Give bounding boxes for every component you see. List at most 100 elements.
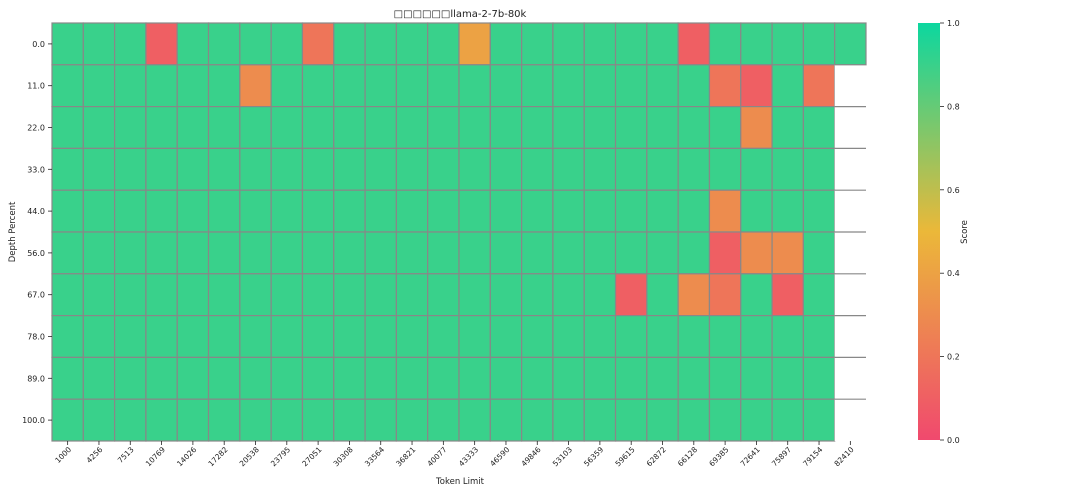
heatmap-cell bbox=[176, 356, 210, 400]
heatmap-cell bbox=[239, 356, 272, 400]
heatmap-cell bbox=[802, 231, 836, 275]
heatmap-cell bbox=[802, 273, 836, 317]
x-tick-label: 75897 bbox=[770, 445, 793, 468]
heatmap-cell bbox=[239, 64, 272, 108]
heatmap-cell bbox=[301, 189, 335, 233]
heatmap-cell bbox=[521, 356, 554, 400]
heatmap-cells bbox=[51, 22, 867, 442]
heatmap-cell bbox=[771, 147, 804, 191]
x-axis-label: Token Limit bbox=[435, 477, 485, 487]
heatmap-cell bbox=[489, 273, 523, 317]
x-tick-label: 33564 bbox=[363, 445, 386, 468]
heatmap-cell bbox=[646, 189, 679, 233]
heatmap-cell bbox=[114, 398, 147, 442]
heatmap-cell bbox=[82, 147, 116, 191]
heatmap-cell bbox=[301, 398, 335, 442]
heatmap-cell bbox=[677, 398, 711, 442]
y-axis-label: Depth Percent bbox=[8, 201, 18, 262]
heatmap-cell bbox=[395, 398, 429, 442]
heatmap-cell bbox=[521, 64, 554, 108]
heatmap-cell bbox=[301, 315, 335, 359]
heatmap-cell bbox=[489, 398, 523, 442]
heatmap-cell bbox=[427, 189, 460, 233]
heatmap-cell bbox=[427, 147, 460, 191]
heatmap-cell bbox=[771, 22, 804, 66]
heatmap-cell bbox=[740, 105, 773, 149]
heatmap-cell bbox=[301, 273, 335, 317]
heatmap-cell bbox=[145, 273, 178, 317]
heatmap-cell bbox=[834, 357, 866, 400]
heatmap-cell bbox=[458, 356, 491, 400]
y-tick-labels: 0.0 11.0 22.0 33.0 44.0 56.0 67.0 78.0 89.0 100.0 bbox=[22, 40, 52, 425]
heatmap-cell bbox=[802, 189, 836, 233]
heatmap-cell bbox=[614, 315, 648, 359]
heatmap-cell bbox=[51, 398, 84, 442]
heatmap-cell bbox=[207, 147, 241, 191]
heatmap-cell bbox=[646, 64, 679, 108]
x-tick-label: 53103 bbox=[551, 445, 574, 468]
heatmap-cell bbox=[427, 273, 460, 317]
heatmap-cell bbox=[207, 398, 241, 442]
heatmap-cell bbox=[552, 105, 585, 149]
heatmap-cell bbox=[646, 147, 679, 191]
heatmap-cell bbox=[301, 356, 335, 400]
heatmap-cell bbox=[771, 231, 804, 275]
heatmap-cell bbox=[646, 273, 679, 317]
heatmap-cell bbox=[708, 356, 742, 400]
heatmap-cell bbox=[51, 64, 84, 108]
heatmap-cell bbox=[395, 147, 429, 191]
heatmap-cell bbox=[521, 147, 554, 191]
heatmap-cell bbox=[114, 231, 147, 275]
heatmap-cell bbox=[802, 398, 836, 442]
heatmap-cell bbox=[239, 147, 272, 191]
heatmap-cell bbox=[364, 189, 397, 233]
heatmap-cell bbox=[333, 231, 366, 275]
heatmap-cell bbox=[145, 22, 178, 66]
heatmap-cell bbox=[834, 148, 866, 191]
x-tick-label: 10769 bbox=[144, 445, 167, 468]
x-tick-label: 66128 bbox=[676, 445, 699, 468]
heatmap-cell bbox=[333, 189, 366, 233]
heatmap-cell bbox=[270, 22, 304, 66]
heatmap-cell bbox=[552, 189, 585, 233]
heatmap-cell bbox=[458, 22, 491, 66]
heatmap-cell bbox=[552, 22, 585, 66]
heatmap-cell bbox=[458, 398, 491, 442]
heatmap-cell bbox=[82, 189, 116, 233]
heatmap-cell bbox=[82, 273, 116, 317]
heatmap-cell bbox=[427, 315, 460, 359]
heatmap-cell bbox=[270, 147, 304, 191]
heatmap-cell bbox=[583, 64, 617, 108]
heatmap-cell bbox=[740, 356, 773, 400]
heatmap-cell bbox=[364, 64, 397, 108]
heatmap-cell bbox=[207, 315, 241, 359]
y-tick-label: 0.0 bbox=[32, 40, 45, 49]
heatmap-cell bbox=[834, 64, 866, 107]
heatmap-cell bbox=[364, 231, 397, 275]
heatmap-cell bbox=[395, 356, 429, 400]
colorbar-label: Score bbox=[960, 220, 970, 244]
heatmap-cell bbox=[521, 231, 554, 275]
heatmap-cell bbox=[176, 147, 210, 191]
heatmap-cell bbox=[176, 273, 210, 317]
heatmap-cell bbox=[552, 147, 585, 191]
heatmap-cell bbox=[646, 22, 679, 66]
heatmap-cell bbox=[708, 231, 742, 275]
heatmap-cell bbox=[771, 64, 804, 108]
heatmap-cell bbox=[740, 315, 773, 359]
heatmap-cell bbox=[771, 189, 804, 233]
heatmap-cell bbox=[364, 147, 397, 191]
y-tick-label: 100.0 bbox=[22, 416, 45, 425]
heatmap-cell bbox=[677, 189, 711, 233]
heatmap-cell bbox=[583, 22, 617, 66]
heatmap-cell bbox=[333, 273, 366, 317]
heatmap-cell bbox=[583, 398, 617, 442]
x-tick-label: 46590 bbox=[488, 445, 511, 468]
x-tick-label: 56359 bbox=[582, 445, 605, 468]
heatmap-cell bbox=[114, 273, 147, 317]
heatmap-cell bbox=[458, 231, 491, 275]
heatmap-cell bbox=[583, 356, 617, 400]
colorbar-tick-label: 0.2 bbox=[947, 353, 960, 362]
heatmap-cell bbox=[677, 22, 711, 66]
x-tick-label: 82410 bbox=[832, 445, 855, 468]
